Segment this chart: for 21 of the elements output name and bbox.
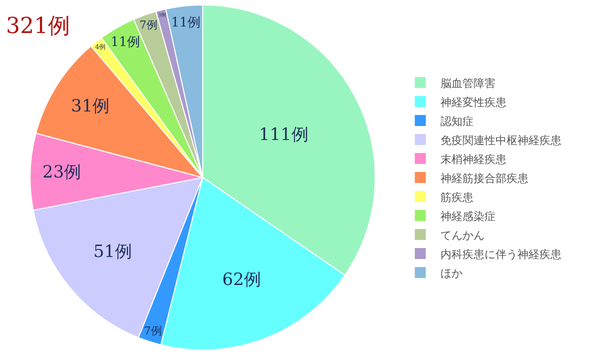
legend-label: 免疫関連性中枢神経疾患 [440,134,562,147]
data-label: 23例 [42,162,82,183]
legend-label: 脳血管障害 [440,76,496,90]
data-label: 7例 [144,324,162,338]
legend-label: 神経筋接合部疾患 [440,172,528,185]
legend-label: 内科疾患に伴う神経疾患 [440,248,562,261]
data-label: 62例 [222,270,261,290]
data-label: 111例 [258,124,308,145]
data-label: 11例 [110,35,140,50]
data-label: 31例 [70,96,110,117]
legend-label: 神経変性疾患 [440,96,506,109]
legend-label: 末梢神経疾患 [440,152,506,166]
data-label: 11例 [171,15,201,30]
legend-label: 筋疾患 [440,190,474,204]
chart-title: 321例 [6,14,70,40]
data-label: 7例 [139,18,158,32]
legend-label: 認知症 [440,114,474,128]
legend-label: ほか [440,266,462,280]
legend-label: 神経感染症 [440,210,496,223]
data-label: 51例 [93,242,132,262]
legend-label: てんかん [440,228,484,242]
